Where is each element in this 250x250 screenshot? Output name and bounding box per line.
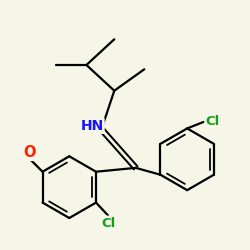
Text: O: O [23,145,36,160]
Text: HN: HN [80,119,104,133]
Text: Cl: Cl [206,116,220,128]
Text: Cl: Cl [102,217,116,230]
